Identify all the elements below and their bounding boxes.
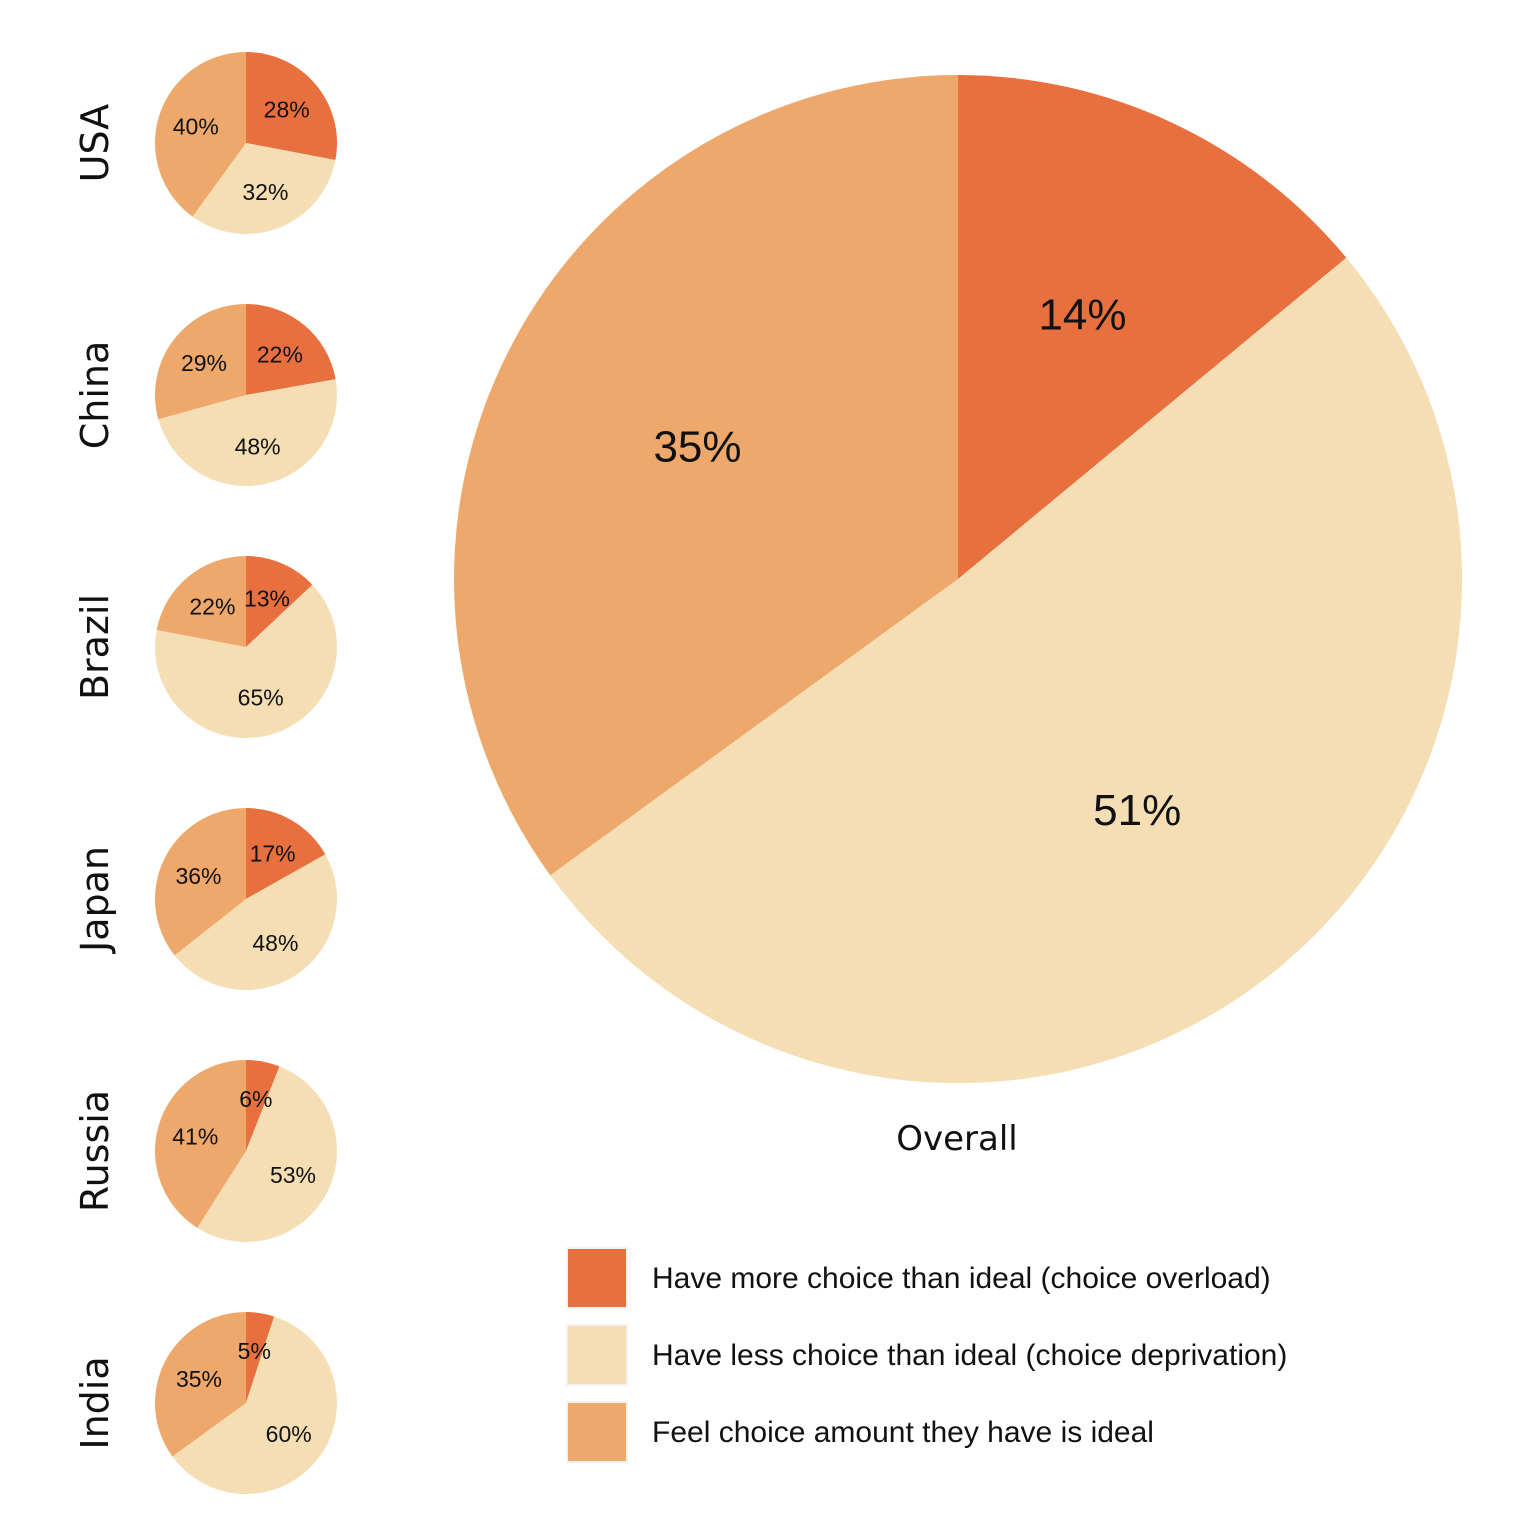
pie-usa-label-overload: 28% [264,96,310,122]
country-label-brazil: Brazil [73,594,117,700]
overall-title: Overall [896,1119,1018,1159]
country-pies: 28% 32% 40% USA 22% 48% 29% China 13% 65% 22% Brazi… [73,51,338,1494]
country-pie-russia: 6% 53% 41% [155,1059,338,1243]
country-pie-usa: 28% 32% 40% [154,51,338,235]
pie-japan-slice-deprivation [174,854,338,991]
legend-label-ideal: Feel choice amount they have is ideal [652,1416,1154,1449]
pie-japan-label-ideal: 36% [175,863,221,889]
pie-russia-label-deprivation: 53% [270,1162,316,1188]
pie-russia-label-overload: 6% [239,1086,272,1112]
country-pie-brazil: 13% 65% 22% [154,556,337,738]
overall-slice-deprivation [550,257,1463,1084]
legend-swatch-overload [566,1247,628,1309]
pie-china-label-deprivation: 48% [235,434,281,460]
pie-brazil-label-deprivation: 65% [238,685,284,711]
pie-russia-slice-deprivation [197,1066,338,1243]
country-label-india: India [73,1356,117,1449]
pie-brazil-slice-deprivation [154,584,337,738]
pie-china-label-ideal: 29% [181,350,227,376]
country-label-china: China [73,341,117,450]
pie-brazil-label-ideal: 22% [189,593,235,619]
country-pie-india: 5% 60% 35% [154,1311,337,1494]
pie-china-slice-deprivation [158,379,338,487]
pie-china-slice-ideal [154,304,246,420]
pie-usa-label-ideal: 40% [173,114,219,140]
pie-usa-slice-deprivation [192,143,336,235]
pie-india-slice-overload [246,1312,275,1403]
country-pie-china: 22% 48% 29% [154,304,338,487]
legend: Have more choice than ideal (choice over… [566,1247,1287,1463]
pie-india-label-overload: 5% [238,1338,271,1364]
legend-label-deprivation: Have less choice than ideal (choice depr… [652,1339,1287,1372]
pie-brazil-label-overload: 13% [244,586,290,612]
overall-slice-ideal [454,75,958,876]
pie-japan-slice-ideal [154,808,246,956]
pie-india-slice-ideal [154,1311,246,1457]
pie-brazil-slice-overload [246,556,313,647]
legend-label-overload: Have more choice than ideal (choice over… [652,1262,1271,1295]
pie-usa-label-deprivation: 32% [242,179,288,205]
pie-russia-slice-overload [246,1059,280,1151]
pie-usa-slice-ideal [154,51,246,217]
pie-china-slice-overload [246,304,336,395]
pie-india-label-deprivation: 60% [266,1421,312,1447]
country-pie-japan: 17% 48% 36% [154,808,338,991]
country-label-japan: Japan [73,846,117,954]
pie-china-label-overload: 22% [257,342,303,368]
pie-russia-label-ideal: 41% [172,1123,218,1149]
pie-brazil-slice-ideal [156,556,246,647]
pie-japan-slice-overload [246,808,326,899]
country-label-russia: Russia [73,1090,117,1212]
country-label-usa: USA [73,104,117,183]
overall-slice-overload [958,75,1347,579]
overall-label-overload: 14% [1038,291,1126,340]
legend-swatch-deprivation [566,1324,628,1386]
pie-india-slice-deprivation [172,1316,337,1494]
pie-japan-label-deprivation: 48% [252,930,298,956]
legend-swatch-ideal [566,1401,628,1463]
pie-usa-slice-overload [246,52,338,161]
pie-russia-slice-ideal [155,1060,246,1228]
overall-label-ideal: 35% [653,422,741,471]
pie-japan-label-overload: 17% [250,840,296,866]
overall-pie: 14% 51% 35% [454,75,1463,1084]
overall-label-deprivation: 51% [1093,786,1181,835]
pie-india-label-ideal: 35% [176,1366,222,1392]
